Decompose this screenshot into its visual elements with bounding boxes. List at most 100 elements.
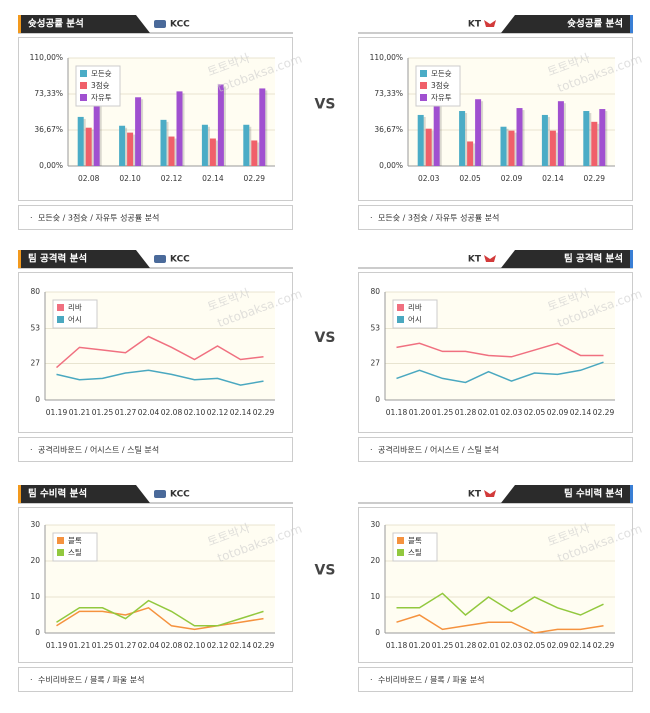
team-logo <box>154 20 166 28</box>
y-tick-label: 73,33% <box>34 89 63 98</box>
bar-shade <box>555 132 558 166</box>
team-logo <box>484 20 496 27</box>
footer-text: 공격리바운드 / 어시스트 / 스틸 분석 <box>38 445 159 455</box>
header-bar <box>501 15 633 33</box>
bar-shade <box>473 143 476 166</box>
line-series <box>396 342 604 358</box>
x-tick-label: 02.08 <box>161 641 183 650</box>
x-tick-label: 02.01 <box>478 641 500 650</box>
x-tick-label: 02.09 <box>547 641 569 650</box>
x-tick-label: 01.25 <box>432 408 454 417</box>
footer-text: 모든슛 / 3점슛 / 자유투 성공률 분석 <box>38 213 159 223</box>
bar <box>209 138 216 166</box>
bar <box>541 114 548 166</box>
y-tick-label: 30 <box>370 520 380 529</box>
legend-swatch <box>57 537 64 544</box>
team-logo <box>484 255 496 262</box>
line-series <box>56 606 264 631</box>
x-tick-label: 02.14 <box>542 174 564 183</box>
bar <box>475 99 482 166</box>
x-tick-label: 02.14 <box>570 408 592 417</box>
legend-label: 3점슛 <box>431 80 450 90</box>
legend-swatch <box>397 304 404 311</box>
bar <box>549 130 556 166</box>
bar <box>591 121 598 166</box>
bar <box>508 130 515 166</box>
line-series <box>396 592 604 616</box>
y-tick-label: 30 <box>30 520 40 529</box>
footer-bullet: · <box>370 676 373 685</box>
x-tick-label: 02.29 <box>584 174 606 183</box>
x-tick-label: 02.01 <box>478 408 500 417</box>
bar <box>557 101 564 166</box>
bar-shade <box>589 113 592 166</box>
bar-shade <box>166 121 169 166</box>
legend-label: 리바 <box>68 302 82 312</box>
header-accent <box>630 15 633 33</box>
y-tick-label: 110,00% <box>370 53 403 62</box>
legend-swatch <box>420 94 427 101</box>
bar-shade <box>174 138 177 166</box>
footer-bullet: · <box>30 676 33 685</box>
x-tick-label: 01.19 <box>46 408 68 417</box>
y-tick-label: 0 <box>375 395 380 404</box>
bar <box>459 111 466 166</box>
y-tick-label: 53 <box>30 323 40 332</box>
legend-swatch <box>397 316 404 323</box>
bar-shade <box>182 93 185 166</box>
y-tick-label: 80 <box>30 287 40 296</box>
legend-swatch <box>57 549 64 556</box>
bar <box>201 124 208 166</box>
legend-swatch <box>57 316 64 323</box>
bar <box>583 111 590 166</box>
bar-shade <box>141 99 144 166</box>
x-tick-label: 02.03 <box>501 641 523 650</box>
bar <box>217 84 224 166</box>
legend-swatch <box>420 70 427 77</box>
team-logo <box>484 490 496 497</box>
bar <box>168 136 175 166</box>
x-tick-label: 01.20 <box>409 641 431 650</box>
vs-label: VS <box>315 563 336 579</box>
bar <box>160 119 167 166</box>
x-tick-label: 01.27 <box>115 641 137 650</box>
header-accent <box>18 485 21 503</box>
footer-text: 모든슛 / 3점슛 / 자유투 성공률 분석 <box>378 213 499 223</box>
y-tick-label: 20 <box>30 556 40 565</box>
legend-swatch <box>397 537 404 544</box>
x-tick-label: 02.29 <box>253 641 275 650</box>
footer-text: 공격리바운드 / 어시스트 / 스틸 분석 <box>378 445 499 455</box>
header-bar <box>501 250 633 268</box>
x-tick-label: 02.09 <box>501 174 523 183</box>
legend-label: 모든슛 <box>91 69 112 78</box>
bar-shade <box>522 110 525 166</box>
x-tick-label: 02.04 <box>138 641 160 650</box>
line-series <box>56 599 264 627</box>
x-tick-label: 02.12 <box>207 641 229 650</box>
y-tick-label: 0 <box>375 628 380 637</box>
bar <box>127 132 134 166</box>
x-tick-label: 02.10 <box>119 174 141 183</box>
legend-label: 스틸 <box>68 548 82 557</box>
header-title: 팀 공격력 분석 <box>564 253 623 265</box>
bar <box>425 128 432 166</box>
bar <box>85 127 92 166</box>
y-tick-label: 73,33% <box>374 89 403 98</box>
y-tick-label: 20 <box>370 556 380 565</box>
x-tick-label: 02.03 <box>501 408 523 417</box>
bar-shade <box>215 140 218 166</box>
bar-shade <box>223 86 226 166</box>
bar <box>176 91 183 166</box>
x-tick-label: 02.05 <box>524 408 546 417</box>
header-title: 슛성공률 분석 <box>28 18 84 30</box>
legend-label: 자유투 <box>91 93 112 102</box>
bar-shade <box>207 126 210 166</box>
header-bar <box>501 485 633 503</box>
bar <box>417 114 424 166</box>
header-title: 팀 수비력 분석 <box>564 488 623 500</box>
bar-shade <box>605 111 608 166</box>
team-logo <box>154 490 166 498</box>
header-accent <box>630 485 633 503</box>
x-tick-label: 01.25 <box>92 641 114 650</box>
x-tick-label: 02.14 <box>570 641 592 650</box>
